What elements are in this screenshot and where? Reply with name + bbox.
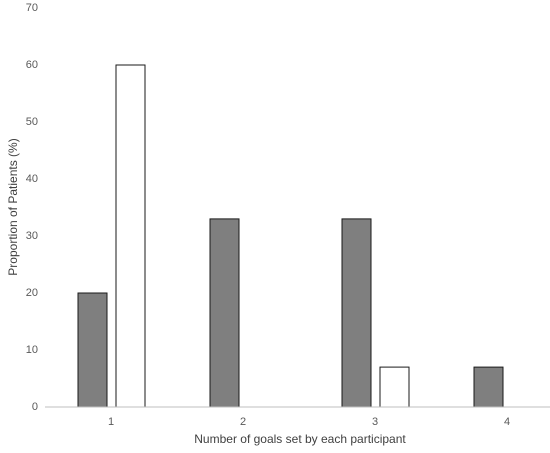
bar bbox=[341, 218, 372, 408]
y-tick-label: 30 bbox=[26, 230, 38, 242]
bar bbox=[209, 218, 240, 408]
x-tick-label: 4 bbox=[504, 416, 510, 428]
y-tick-label: 0 bbox=[32, 401, 38, 413]
x-tick-label: 1 bbox=[108, 416, 114, 428]
x-axis-title: Number of goals set by each participant bbox=[194, 432, 406, 446]
x-tick-label: 3 bbox=[372, 416, 378, 428]
y-tick-label: 10 bbox=[26, 344, 38, 356]
bar bbox=[77, 292, 108, 408]
bar bbox=[115, 64, 146, 408]
y-axis-title: Proportion of Patients (%) bbox=[6, 138, 20, 275]
y-tick-label: 50 bbox=[26, 116, 38, 128]
bar bbox=[379, 366, 410, 408]
y-tick-label: 70 bbox=[26, 2, 38, 14]
bar bbox=[473, 366, 504, 408]
y-tick-label: 60 bbox=[26, 59, 38, 71]
y-tick-label: 40 bbox=[26, 173, 38, 185]
y-tick-label: 20 bbox=[26, 287, 38, 299]
x-tick-label: 2 bbox=[240, 416, 246, 428]
